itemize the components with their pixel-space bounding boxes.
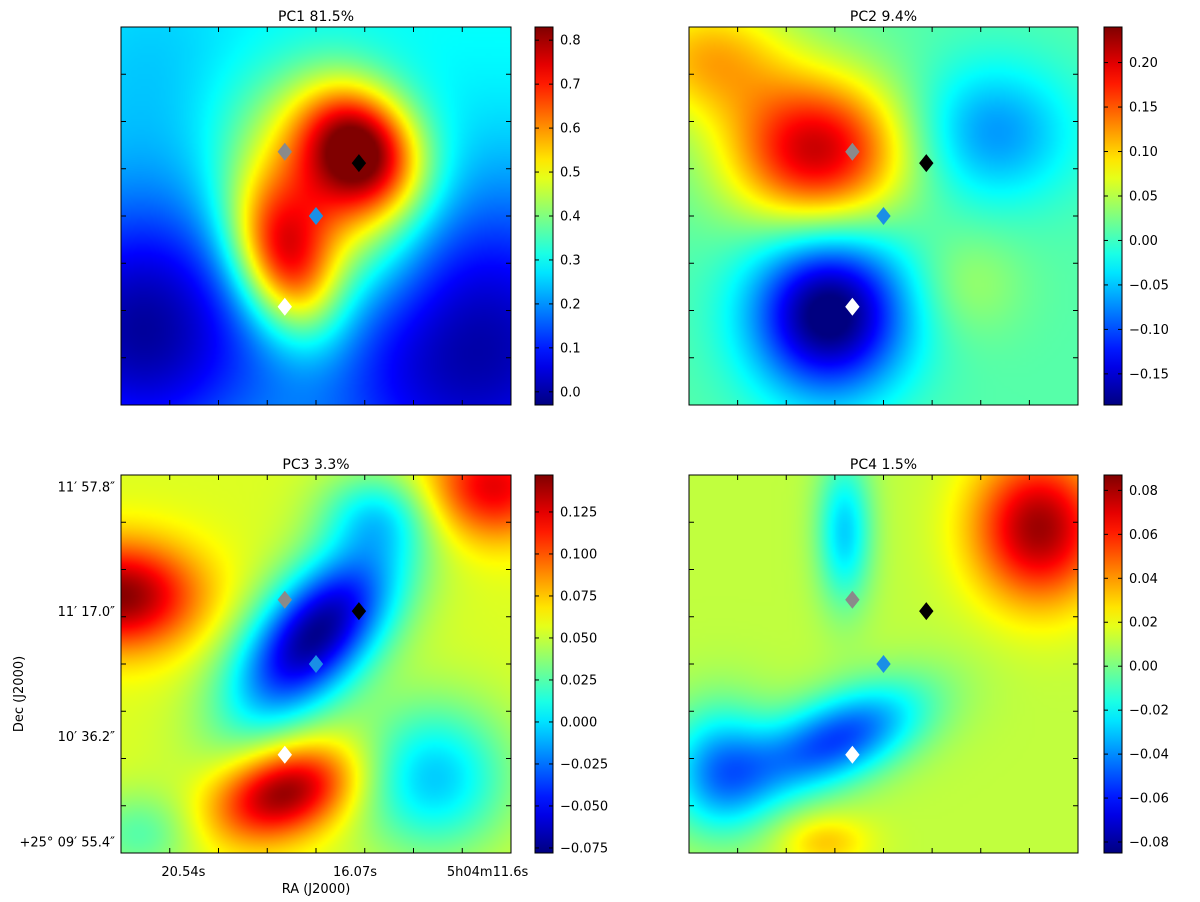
colorbar-tick-label: 0.06 [1129, 528, 1158, 543]
marker-black [351, 154, 367, 173]
marker-blue [876, 655, 891, 673]
colorbar-tick-label: 0.04 [1129, 572, 1158, 587]
axes-ticks [689, 27, 1078, 405]
marker-black [919, 602, 934, 621]
colorbar-tick-label: 0.8 [560, 34, 581, 49]
colorbar-tick-label: 0.00 [1129, 660, 1158, 675]
marker-gray [845, 590, 860, 609]
colorbar-tick-label: 0.20 [1129, 56, 1158, 71]
marker-gray [277, 142, 292, 161]
colorbar-gradient [1103, 474, 1123, 854]
colorbar-tick-label: 0.08 [1129, 484, 1158, 499]
colorbar-tick-label: −0.075 [560, 841, 608, 856]
y-tick-label: +25° 09′ 55.4″ [20, 836, 116, 851]
colorbar-tick-label: 0.050 [560, 631, 597, 646]
colorbar-tick-label: −0.10 [1129, 323, 1169, 338]
colorbar-tick-label: −0.025 [560, 757, 608, 772]
colorbar-tick-label: 0.7 [560, 78, 581, 93]
marker-gray [845, 142, 860, 161]
panel-pc2: PC2 9.4% 0.20 0.15 0.10 0.05 0.00 −0.05 −0.10 −0… [688, 9, 1169, 406]
colorbar-tick-label: 0.4 [560, 210, 581, 225]
marker-white [845, 297, 860, 316]
colorbar-tick-label: −0.02 [1129, 704, 1169, 719]
colorbar-tick-label: −0.08 [1129, 836, 1169, 851]
axes-ticks [689, 475, 1078, 853]
colorbar-gradient [1103, 26, 1123, 406]
x-tick-label: 16.07s [333, 865, 377, 880]
colorbar-tick-label: 0.075 [560, 589, 597, 604]
colorbar-gradient [534, 474, 554, 854]
y-tick-label: 11′ 17.0″ [58, 605, 116, 620]
panel-pc4: PC4 1.5% 0.08 0.06 0.04 0.02 0.00 −0.02 −0.04 −0… [688, 457, 1169, 854]
y-axis-label: Dec (J2000) [12, 656, 27, 732]
marker-gray [277, 590, 292, 609]
x-tick-label: 20.54s [161, 865, 205, 880]
axes-ticks [121, 475, 511, 853]
panel-pc3: PC3 3.3% 0.125 0.100 0.075 0.050 0.025 0.000 −0… [12, 457, 608, 897]
colorbar-tick-label: −0.04 [1129, 748, 1169, 763]
marker-blue [308, 207, 324, 225]
panel-pc1: PC1 81.5% 0.0 0.1 0.2 0.3 0.4 0.5 0.6 0.7 0.8 [120, 9, 581, 406]
colorbar-tick-label: 0.000 [560, 715, 597, 730]
x-axis-label: RA (J2000) [282, 882, 351, 897]
marker-white [277, 745, 292, 764]
colorbar-tick-label: 0.05 [1129, 189, 1158, 204]
marker-black [919, 154, 934, 173]
colorbar-tick-label: −0.15 [1129, 367, 1169, 382]
marker-blue [308, 655, 324, 673]
colorbar-tick-label: 0.6 [560, 122, 581, 137]
panel-title: PC1 81.5% [278, 9, 354, 25]
colorbar-tick-label: 0.025 [560, 673, 597, 688]
colorbar-tick-label: 0.0 [560, 385, 581, 400]
colorbar-tick-label: 0.02 [1129, 616, 1158, 631]
colorbar-tick-label: 0.3 [560, 253, 581, 268]
colorbar-tick-label: 0.15 [1129, 101, 1158, 116]
marker-blue [876, 207, 891, 225]
y-tick-label: 10′ 36.2″ [58, 730, 116, 745]
marker-white [277, 297, 292, 316]
colorbar: 0.125 0.100 0.075 0.050 0.025 0.000 −0.025 −0.0… [534, 474, 608, 856]
colorbar: 0.20 0.15 0.10 0.05 0.00 −0.05 −0.10 −0.15 [1103, 26, 1169, 406]
colorbar-tick-label: 0.5 [560, 166, 581, 181]
x-tick-label: 5h04m11.6s [447, 865, 529, 880]
colorbar-tick-label: 0.125 [560, 505, 597, 520]
colorbar-tick-label: 0.00 [1129, 234, 1158, 249]
colorbar-tick-label: 0.100 [560, 547, 597, 562]
colorbar-tick-label: 0.10 [1129, 145, 1158, 160]
colorbar-tick-label: 0.2 [560, 297, 581, 312]
panel-title: PC4 1.5% [850, 457, 917, 473]
y-tick-label: 11′ 57.8″ [58, 480, 116, 495]
axes-ticks [121, 27, 511, 405]
colorbar-tick-label: 0.1 [560, 341, 581, 356]
panel-title: PC3 3.3% [282, 457, 349, 473]
colorbar-tick-label: −0.06 [1129, 792, 1169, 807]
colorbar-tick-label: −0.050 [560, 799, 608, 814]
marker-white [845, 745, 860, 764]
panel-title: PC2 9.4% [850, 9, 917, 25]
colorbar: 0.0 0.1 0.2 0.3 0.4 0.5 0.6 0.7 0.8 [534, 26, 581, 406]
colorbar: 0.08 0.06 0.04 0.02 0.00 −0.02 −0.04 −0.06 −0.08 [1103, 474, 1169, 854]
colorbar-tick-label: −0.05 [1129, 278, 1169, 293]
marker-black [351, 602, 367, 621]
